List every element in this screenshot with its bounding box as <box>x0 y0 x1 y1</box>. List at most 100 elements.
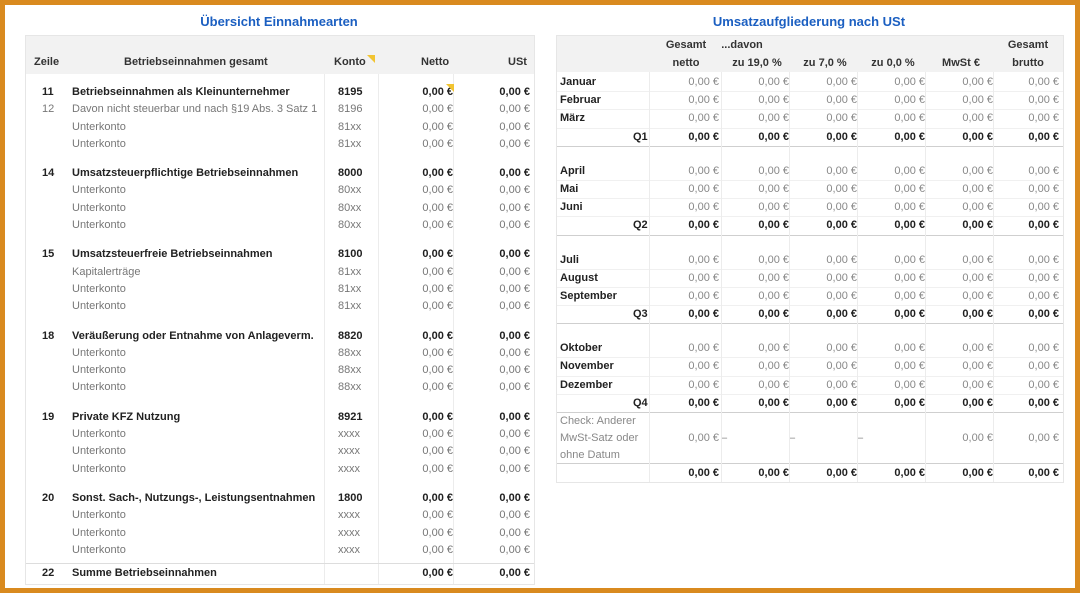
cell-value[interactable]: 0,00 € <box>688 253 719 266</box>
cell-value[interactable]: 0,00 € <box>688 201 719 214</box>
row-ust[interactable]: 0,00 € <box>499 137 530 150</box>
row-netto[interactable]: 0,00 € <box>422 300 453 313</box>
total-netto[interactable]: 0,00 € <box>422 567 453 580</box>
check-brutto[interactable]: 0,00 € <box>1028 432 1059 444</box>
row-netto[interactable]: 0,00 € <box>422 428 453 441</box>
cell-value[interactable]: 0,00 € <box>1028 308 1059 321</box>
cell-value[interactable]: 0,00 € <box>758 396 789 409</box>
comment-marker-icon[interactable] <box>367 55 375 63</box>
cell-value[interactable]: 0,00 € <box>894 130 925 143</box>
row-netto[interactable]: 0,00 € <box>422 201 453 214</box>
row-ust[interactable]: 0,00 € <box>499 445 530 458</box>
row-konto[interactable]: 81xx <box>338 265 362 278</box>
cell-value[interactable]: 0,00 € <box>962 112 993 125</box>
cell-value[interactable]: 0,00 € <box>962 308 993 321</box>
cell-value[interactable]: 0,00 € <box>962 378 993 391</box>
row-ust[interactable]: 0,00 € <box>499 428 530 441</box>
cell-value[interactable]: 0,00 € <box>1028 164 1059 177</box>
row-ust[interactable]: 0,00 € <box>499 462 530 475</box>
row-konto[interactable]: 8000 <box>338 167 363 180</box>
cell-value[interactable]: 0,00 € <box>688 112 719 125</box>
cell-value[interactable]: 0,00 € <box>826 308 857 321</box>
row-konto[interactable]: 81xx <box>338 137 362 150</box>
row-ust[interactable]: 0,00 € <box>499 381 530 394</box>
row-konto[interactable]: 88xx <box>338 381 362 394</box>
cell-value[interactable]: 0,00 € <box>688 182 719 195</box>
cell-value[interactable]: 0,00 € <box>758 182 789 195</box>
row-konto[interactable]: 8100 <box>338 248 363 261</box>
cell-value[interactable]: 0,00 € <box>894 378 925 391</box>
row-netto[interactable]: 0,00 € <box>422 329 453 342</box>
row-netto[interactable]: 0,00 € <box>422 543 453 556</box>
cell-value[interactable]: 0,00 € <box>894 201 925 214</box>
row-netto[interactable]: 0,00 € <box>422 445 453 458</box>
cell-value[interactable]: 0,00 € <box>688 378 719 391</box>
cell-value[interactable]: 0,00 € <box>758 94 789 107</box>
total-ust[interactable]: 0,00 € <box>499 567 530 580</box>
comment-marker-icon[interactable] <box>446 84 454 92</box>
cell-value[interactable]: 0,00 € <box>962 182 993 195</box>
cell-value[interactable]: 0,00 € <box>826 342 857 355</box>
row-netto[interactable]: 0,00 € <box>422 248 453 261</box>
cell-value[interactable]: 0,00 € <box>1028 271 1059 284</box>
cell-value[interactable]: 0,00 € <box>962 271 993 284</box>
cell-value[interactable]: 0,00 € <box>758 308 789 321</box>
row-ust[interactable]: 0,00 € <box>499 219 530 232</box>
row-konto[interactable]: 80xx <box>338 184 362 197</box>
cell-value[interactable]: 0,00 € <box>1028 396 1059 409</box>
row-netto[interactable]: 0,00 € <box>422 86 453 98</box>
row-netto[interactable]: 0,00 € <box>422 381 453 394</box>
cell-value[interactable]: 0,00 € <box>894 271 925 284</box>
cell-value[interactable]: 0,00 € <box>826 182 857 195</box>
row-ust[interactable]: 0,00 € <box>499 248 530 261</box>
cell-value[interactable]: 0,00 € <box>826 396 857 409</box>
cell-value[interactable]: 0,00 € <box>688 289 719 302</box>
row-konto[interactable]: xxxx <box>338 428 360 441</box>
row-ust[interactable]: 0,00 € <box>499 543 530 556</box>
row-netto[interactable]: 0,00 € <box>422 346 453 359</box>
cell-value[interactable]: 0,00 € <box>826 76 857 88</box>
row-ust[interactable]: 0,00 € <box>499 86 530 98</box>
cell-value[interactable]: 0,00 € <box>1028 253 1059 266</box>
cell-value[interactable]: 0,00 € <box>758 76 789 88</box>
row-ust[interactable]: 0,00 € <box>499 120 530 133</box>
row-ust[interactable]: 0,00 € <box>499 329 530 342</box>
cell-value[interactable]: 0,00 € <box>894 289 925 302</box>
cell-value[interactable]: 0,00 € <box>894 342 925 355</box>
cell-value[interactable]: 0,00 € <box>962 396 993 409</box>
row-konto[interactable]: 88xx <box>338 346 362 359</box>
cell-value[interactable]: 0,00 € <box>688 130 719 143</box>
row-konto[interactable]: xxxx <box>338 445 360 458</box>
cell-value[interactable]: 0,00 € <box>826 360 857 373</box>
row-konto[interactable]: 88xx <box>338 364 362 377</box>
row-netto[interactable]: 0,00 € <box>422 184 453 197</box>
cell-value[interactable]: 0,00 € <box>894 360 925 373</box>
row-konto[interactable]: xxxx <box>338 543 360 556</box>
row-ust[interactable]: 0,00 € <box>499 282 530 295</box>
cell-value[interactable]: 0,00 € <box>758 378 789 391</box>
cell-value[interactable]: 0,00 € <box>894 308 925 321</box>
row-ust[interactable]: 0,00 € <box>499 346 530 359</box>
cell-value[interactable]: 0,00 € <box>826 378 857 391</box>
row-netto[interactable]: 0,00 € <box>422 103 453 116</box>
row-ust[interactable]: 0,00 € <box>499 509 530 522</box>
cell-value[interactable]: 0,00 € <box>894 112 925 125</box>
cell-value[interactable]: 0,00 € <box>826 112 857 125</box>
cell-value[interactable]: 0,00 € <box>688 396 719 409</box>
cell-value[interactable]: 0,00 € <box>826 289 857 302</box>
row-konto[interactable]: 8921 <box>338 410 363 423</box>
cell-value[interactable]: 0,00 € <box>688 164 719 177</box>
cell-value[interactable]: 0,00 € <box>688 360 719 373</box>
cell-value[interactable]: 0,00 € <box>826 219 857 232</box>
cell-value[interactable]: 0,00 € <box>1028 378 1059 391</box>
cell-value[interactable]: 0,00 € <box>758 112 789 125</box>
cell-value[interactable]: 0,00 € <box>826 164 857 177</box>
grand-total-value[interactable]: 0,00 € <box>758 467 789 479</box>
cell-value[interactable]: 0,00 € <box>826 271 857 284</box>
cell-value[interactable]: 0,00 € <box>688 271 719 284</box>
row-ust[interactable]: 0,00 € <box>499 184 530 197</box>
row-netto[interactable]: 0,00 € <box>422 364 453 377</box>
cell-value[interactable]: 0,00 € <box>688 342 719 355</box>
row-netto[interactable]: 0,00 € <box>422 410 453 423</box>
cell-value[interactable]: 0,00 € <box>1028 94 1059 107</box>
